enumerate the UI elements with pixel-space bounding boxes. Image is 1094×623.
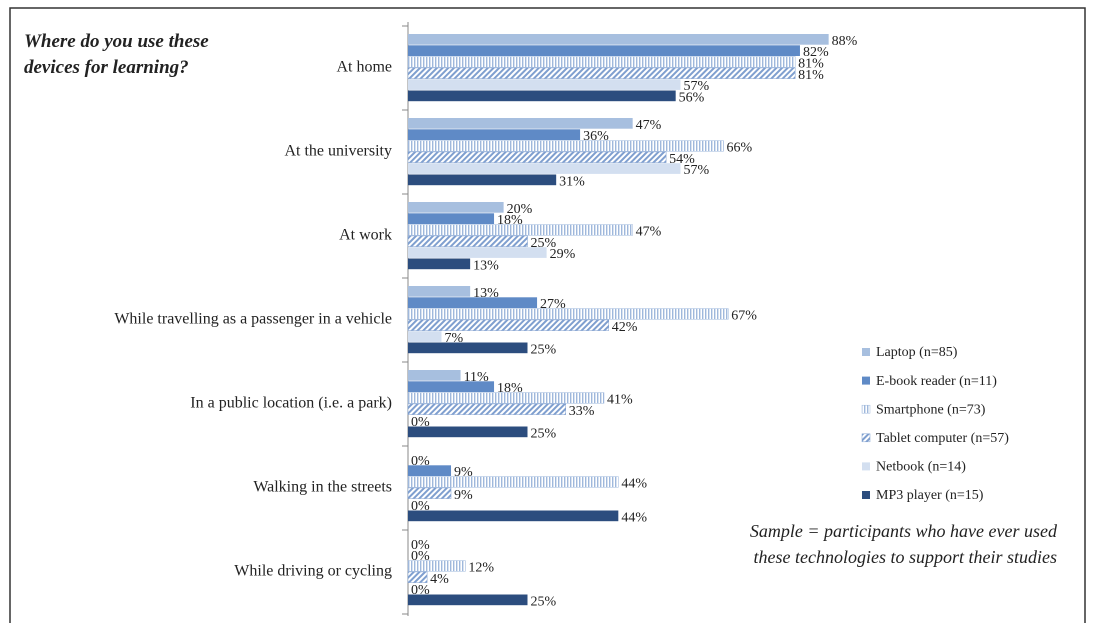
- bar: [408, 174, 557, 186]
- data-label: 25%: [531, 342, 557, 357]
- legend-label: Tablet computer (n=57): [876, 431, 1009, 446]
- data-label: 47%: [636, 224, 662, 239]
- bar: [408, 286, 471, 297]
- y-tick-label: In a public location (i.e. a park): [190, 395, 392, 412]
- bar: [408, 34, 829, 45]
- bar: [407, 319, 610, 331]
- data-label: 44%: [621, 510, 647, 525]
- data-label: 88%: [832, 34, 858, 49]
- y-tick-label: At work: [339, 227, 392, 244]
- data-label: 7%: [444, 331, 463, 346]
- data-label: 44%: [621, 476, 647, 491]
- data-label: 57%: [683, 163, 709, 178]
- data-label: 0%: [411, 538, 430, 553]
- bar: [407, 560, 466, 572]
- bar: [407, 308, 729, 320]
- bar: [408, 297, 538, 308]
- data-label: 9%: [454, 488, 473, 503]
- bar: [408, 202, 504, 213]
- bar: [407, 151, 667, 163]
- legend-swatch: [862, 376, 870, 385]
- data-label: 67%: [731, 308, 757, 323]
- bar: [408, 465, 452, 476]
- y-tick-label: While driving or cycling: [234, 563, 392, 580]
- data-label: 0%: [411, 454, 430, 469]
- bar: [408, 381, 495, 392]
- data-label: 33%: [569, 404, 595, 419]
- data-label: 81%: [798, 68, 824, 83]
- legend-label: MP3 player (n=15): [876, 488, 984, 503]
- bar: [407, 56, 796, 68]
- legend-swatch: [862, 348, 870, 356]
- data-label: 66%: [726, 140, 752, 155]
- data-label: 42%: [612, 320, 638, 335]
- data-label: 25%: [531, 236, 557, 251]
- bar: [407, 571, 428, 583]
- legend-swatch: [861, 433, 871, 443]
- legend-label: E-book reader (n=11): [876, 374, 997, 389]
- y-tick-label: At the university: [284, 143, 392, 160]
- bar: [408, 370, 461, 381]
- data-label: 11%: [464, 370, 489, 385]
- legend-swatch: [862, 462, 870, 471]
- legend-swatch: [862, 491, 870, 499]
- bar: [408, 594, 528, 606]
- bar: [408, 510, 619, 522]
- data-label: 12%: [468, 560, 494, 575]
- bar: [408, 90, 676, 102]
- data-label: 82%: [803, 45, 829, 60]
- bar: [407, 140, 724, 152]
- legend-label: Laptop (n=85): [876, 345, 958, 360]
- bar: [408, 129, 581, 140]
- data-label: 4%: [430, 572, 449, 587]
- data-label: 0%: [411, 415, 430, 430]
- data-label: 56%: [679, 90, 705, 105]
- bar: [408, 79, 681, 90]
- annotation: Sample = participants who have ever used…: [749, 521, 1057, 567]
- data-label: 20%: [507, 202, 533, 217]
- legend-label: Netbook (n=14): [876, 460, 966, 475]
- bar: [407, 224, 633, 236]
- data-label: 13%: [473, 258, 499, 273]
- y-tick-label: At home: [336, 59, 392, 76]
- bar: [408, 258, 471, 270]
- data-label: 54%: [669, 152, 695, 167]
- frame: [9, 7, 1086, 623]
- data-label: 0%: [411, 499, 430, 514]
- data-label: 57%: [683, 79, 709, 94]
- bar: [408, 118, 633, 129]
- data-label: 31%: [559, 174, 585, 189]
- chart-title: Where do you use these devices for learn…: [24, 31, 209, 78]
- data-label: 41%: [607, 392, 633, 407]
- data-label: 81%: [798, 56, 824, 71]
- bar: [408, 342, 528, 354]
- bar: [408, 247, 547, 258]
- bar: [407, 392, 605, 404]
- y-tick-label: While travelling as a passenger in a veh…: [114, 311, 392, 328]
- bar: [407, 403, 566, 415]
- bar: [407, 67, 796, 79]
- bar: [408, 163, 681, 174]
- data-label: 47%: [636, 118, 662, 133]
- data-label: 13%: [473, 286, 499, 301]
- data-label: 29%: [550, 247, 576, 262]
- bar: [408, 426, 528, 438]
- data-label: 0%: [411, 583, 430, 598]
- bar: [408, 213, 495, 224]
- bar: [408, 331, 442, 342]
- y-tick-label: Walking in the streets: [253, 479, 392, 496]
- data-label: 25%: [531, 426, 557, 441]
- data-label: 25%: [531, 594, 557, 609]
- bar: [407, 487, 452, 499]
- bar: [408, 45, 800, 56]
- legend-swatch: [861, 404, 871, 414]
- bar: [407, 476, 619, 488]
- legend-label: Smartphone (n=73): [876, 402, 986, 417]
- bar: [407, 235, 528, 247]
